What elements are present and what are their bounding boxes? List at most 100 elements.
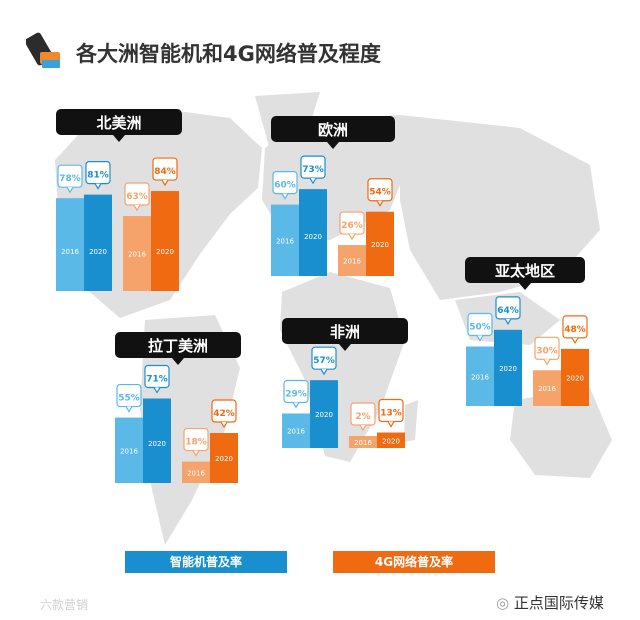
bar-year-label: 2020 — [315, 411, 333, 419]
region-label-pointer — [327, 142, 339, 149]
data-label: 81% — [87, 171, 109, 181]
bar-year-label: 2016 — [187, 469, 205, 477]
phone-logo-icon — [24, 30, 70, 70]
bar-smartphone-2020 — [310, 380, 338, 448]
data-label: 29% — [285, 389, 307, 399]
bar-smartphone-2016 — [271, 204, 299, 276]
region-label: 拉丁美洲 — [148, 337, 208, 355]
bar-lte-2016 — [338, 245, 366, 276]
bar-year-label: 2020 — [304, 233, 322, 241]
bar-year-label: 2016 — [471, 373, 489, 381]
bar-year-label: 2020 — [371, 241, 389, 249]
region-2: 拉丁美洲 2016 55% 2020 71% 2016 18% 2020 42% — [115, 332, 241, 483]
data-label: 18% — [185, 438, 207, 448]
region-3: 非洲 2016 29% 2020 57% 2016 2% 2020 13% — [282, 318, 408, 448]
value-callout-tail — [161, 179, 169, 187]
region-label: 非洲 — [330, 323, 360, 341]
region-0: 北美洲 2016 78% 2020 81% 2016 63% 2020 84% — [56, 109, 182, 291]
region-label: 亚太地区 — [495, 262, 555, 280]
bar-smartphone-2020 — [84, 194, 112, 291]
value-callout-tail — [281, 193, 289, 200]
value-callout-tail — [348, 233, 356, 241]
region-label-pointer — [339, 344, 351, 351]
value-callout-tail — [309, 177, 317, 185]
data-label: 42% — [213, 409, 235, 419]
bar-lte-2020 — [210, 433, 238, 483]
bar-smartphone-2020 — [143, 398, 171, 483]
value-callout-tail — [387, 421, 395, 428]
bar-smartphone-2020 — [494, 329, 522, 406]
bar-smartphone-2016 — [466, 346, 494, 406]
bar-lte-2020 — [366, 211, 394, 276]
value-callout-tail — [94, 183, 102, 190]
region-1: 欧洲 2016 60% 2020 73% 2016 26% 2020 54% — [271, 116, 395, 276]
bar-year-label: 2020 — [382, 437, 400, 445]
region-label-pointer — [172, 358, 184, 365]
region-groups: 北美洲 2016 78% 2020 81% 2016 63% 2020 84% 欧洲 2016 60%… — [56, 109, 589, 483]
data-label: 55% — [118, 394, 140, 404]
map-madagascar — [404, 400, 418, 442]
footer-right-brand: ◎ 正点国际传媒 — [496, 592, 604, 613]
value-callout-tail — [192, 450, 200, 457]
bar-year-label: 2020 — [148, 440, 166, 448]
footer-left-watermark: 六款营销 — [40, 598, 89, 612]
region-label-box — [115, 332, 241, 358]
bar-lte-2020 — [377, 432, 405, 448]
data-label: 60% — [274, 181, 296, 191]
data-label: 26% — [341, 221, 363, 231]
bar-lte-2016 — [349, 436, 377, 448]
value-callout-tail — [133, 204, 141, 212]
value-callout-tail — [376, 200, 384, 207]
bar-year-label: 2016 — [120, 447, 138, 455]
value-callout-tail — [543, 358, 551, 366]
legend-4g: 4G网络普及率 — [333, 551, 495, 573]
data-label: 78% — [59, 174, 81, 184]
bar-lte-2016 — [533, 370, 561, 406]
value-callout-tail — [320, 368, 328, 376]
data-label: 57% — [313, 356, 335, 366]
data-label: 84% — [154, 167, 176, 177]
region-label-box — [271, 116, 395, 142]
map-asia — [400, 115, 600, 300]
footer-right-text: 正点国际传媒 — [513, 594, 604, 612]
bar-year-label: 2020 — [215, 455, 233, 463]
data-label: 2% — [355, 412, 370, 422]
bar-lte-2020 — [561, 348, 589, 406]
bar-year-label: 2016 — [276, 237, 294, 245]
page-title: 各大洲智能机和4G网络普及程度 — [76, 42, 381, 66]
data-label: 50% — [469, 323, 491, 333]
bar-year-label: 2016 — [343, 258, 361, 266]
wechat-icon: ◎ — [496, 594, 514, 612]
bar-lte-2016 — [123, 216, 151, 291]
bar-year-label: 2020 — [156, 248, 174, 256]
value-callout-tail — [571, 337, 579, 345]
bar-smartphone-2020 — [299, 189, 327, 276]
region-label-box — [465, 257, 585, 283]
legend-smartphone: 智能机普及率 — [125, 551, 287, 573]
bar-smartphone-2016 — [282, 413, 310, 448]
bar-year-label: 2016 — [354, 439, 372, 447]
data-label: 73% — [302, 165, 324, 175]
data-label: 13% — [380, 409, 402, 419]
bar-year-label: 2020 — [499, 365, 517, 373]
bar-year-label: 2016 — [287, 428, 305, 436]
bar-smartphone-2016 — [115, 417, 143, 483]
value-callout-tail — [125, 406, 133, 413]
data-label: 30% — [536, 346, 558, 356]
region-label: 北美洲 — [96, 114, 141, 132]
region-4: 亚太地区 2016 50% 2020 64% 2016 30% 2020 48% — [465, 257, 589, 406]
bar-year-label: 2016 — [61, 248, 79, 256]
bar-year-label: 2016 — [538, 385, 556, 393]
region-label-box — [282, 318, 408, 344]
data-label: 63% — [126, 192, 148, 202]
region-label: 欧洲 — [318, 121, 348, 139]
bar-year-label: 2020 — [89, 248, 107, 256]
bar-year-label: 2016 — [128, 251, 146, 259]
value-callout-tail — [220, 421, 228, 429]
map-australia — [510, 388, 612, 478]
value-callout-tail — [292, 402, 300, 409]
region-label-pointer — [519, 283, 531, 290]
bar-smartphone-2016 — [56, 198, 84, 291]
data-label: 48% — [564, 325, 586, 335]
value-callout-tail — [66, 186, 74, 194]
